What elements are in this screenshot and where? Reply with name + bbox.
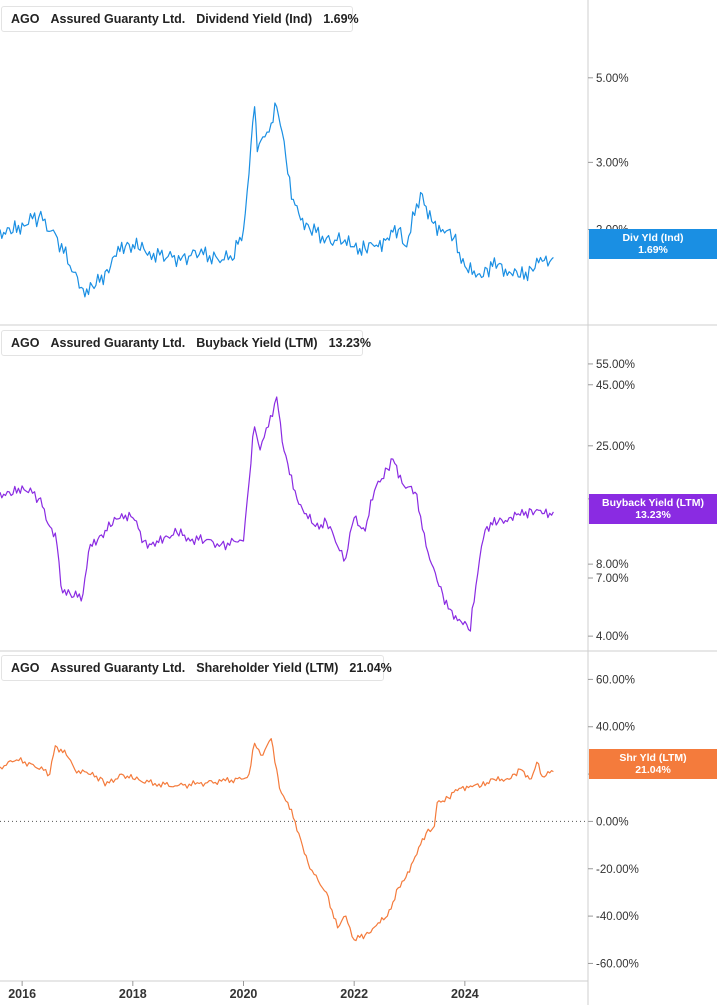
y-tick-label: -20.00% (596, 864, 639, 876)
legend-metric: Shareholder Yield (LTM) (196, 661, 339, 675)
y-tick-label: -40.00% (596, 911, 639, 923)
legend-metric: Buyback Yield (LTM) (196, 336, 318, 350)
legend-company: Assured Guaranty Ltd. (50, 661, 186, 675)
legend-ticker: AGO (11, 661, 40, 675)
tag-label: Div Yld (Ind) (622, 232, 684, 244)
series-line-shareholder (0, 738, 554, 942)
y-tick-label: 8.00% (596, 559, 629, 571)
legend-company: Assured Guaranty Ltd. (50, 12, 186, 26)
legend-shareholder-yield[interactable]: AGO Assured Guaranty Ltd. Shareholder Yi… (1, 655, 392, 681)
x-tick-label: 2016 (8, 987, 36, 1001)
y-tick-label: 60.00% (596, 674, 635, 686)
tag-value: 13.23% (635, 509, 671, 521)
tag-label: Shr Yld (LTM) (619, 752, 687, 764)
series-line-buyback (0, 396, 554, 632)
tag-value: 1.69% (638, 244, 668, 256)
legend-current-value: 21.04% (349, 661, 392, 675)
last-value-tag-shareholder: Shr Yld (LTM) 21.04% (589, 749, 717, 779)
last-value-tag-dividend: Div Yld (Ind) 1.69% (589, 229, 717, 259)
legend-metric: Dividend Yield (Ind) (196, 12, 313, 26)
x-tick-label: 2018 (119, 987, 147, 1001)
y-tick-label: 0.00% (596, 816, 629, 828)
legend-ticker: AGO (11, 12, 40, 26)
x-tick-label: 2020 (230, 987, 258, 1001)
last-value-tag-buyback: Buyback Yield (LTM) 13.23% (589, 494, 717, 524)
y-tick-label: 45.00% (596, 380, 635, 392)
y-tick-label: 25.00% (596, 441, 635, 453)
y-tick-label: 4.00% (596, 631, 629, 643)
y-tick-label: 40.00% (596, 722, 635, 734)
tag-value: 21.04% (635, 764, 671, 776)
legend-current-value: 1.69% (323, 12, 359, 26)
y-tick-label: 55.00% (596, 359, 635, 371)
legend-current-value: 13.23% (328, 336, 371, 350)
tag-label: Buyback Yield (LTM) (602, 497, 704, 509)
legend-ticker: AGO (11, 336, 40, 350)
y-tick-label: 7.00% (596, 573, 629, 585)
legend-company: Assured Guaranty Ltd. (50, 336, 186, 350)
legend-dividend-yield[interactable]: AGO Assured Guaranty Ltd. Dividend Yield… (1, 6, 359, 32)
x-tick-label: 2024 (451, 987, 479, 1001)
legend-buyback-yield[interactable]: AGO Assured Guaranty Ltd. Buyback Yield … (1, 330, 371, 356)
x-tick-label: 2022 (340, 987, 368, 1001)
series-line-dividend (0, 102, 554, 298)
y-tick-label: 3.00% (596, 157, 629, 169)
y-tick-label: 5.00% (596, 73, 629, 85)
y-tick-label: -60.00% (596, 958, 639, 970)
